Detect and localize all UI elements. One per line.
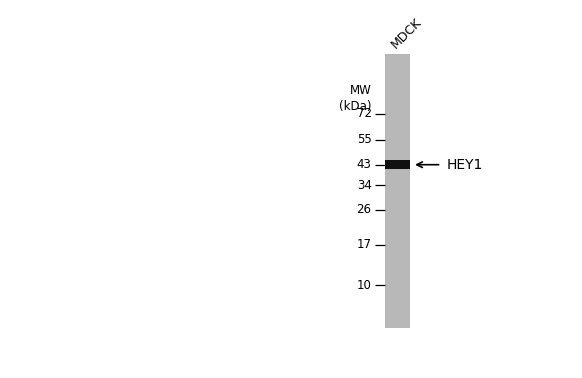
Text: HEY1: HEY1 [447,158,483,172]
Text: 10: 10 [357,279,371,292]
Text: 34: 34 [357,178,371,192]
Bar [385,54,410,328]
Text: 26: 26 [357,203,371,216]
Text: 17: 17 [357,238,371,251]
Text: (kDa): (kDa) [339,100,371,113]
Text: MDCK: MDCK [388,15,424,51]
Text: 72: 72 [357,107,371,120]
Text: 43: 43 [357,158,371,171]
Text: 55: 55 [357,133,371,146]
Text: MW: MW [350,84,371,97]
Bar [385,160,410,169]
